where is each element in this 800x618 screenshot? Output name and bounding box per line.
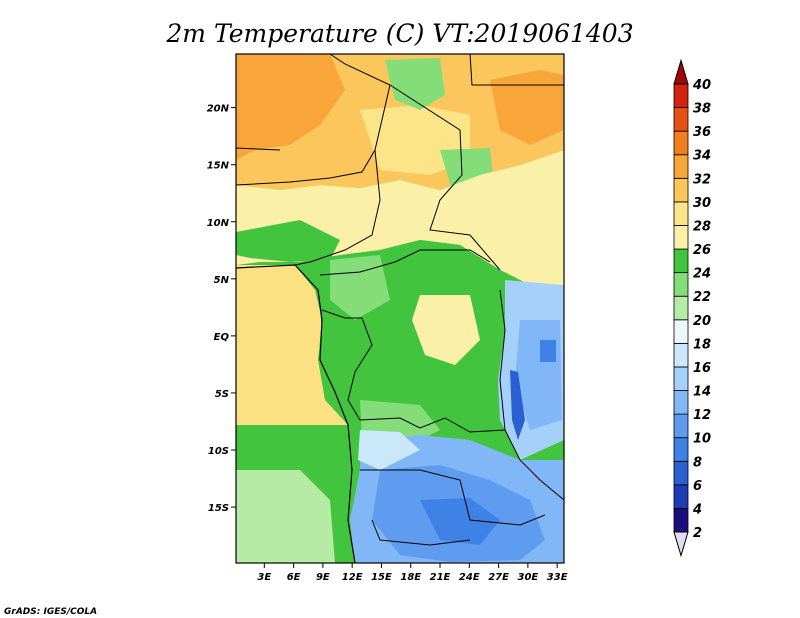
colorbar-max-triangle	[673, 58, 689, 85]
credit-label: GrADS: IGES/COLA	[4, 607, 97, 617]
colorbar-level-label: 24	[693, 267, 711, 282]
colorbar-level-label: 18	[693, 337, 711, 352]
longitude-axis: 3E 6E 9E 12E 15E 18E 21E 24E 27E 30E 33E	[257, 563, 568, 583]
colorbar-level-label: 40	[692, 78, 711, 93]
lon-tick-label: 24E	[459, 572, 480, 583]
region-central-yellow	[412, 295, 480, 365]
colorbar-swatch	[673, 390, 689, 415]
lat-tick-label: 10S	[208, 446, 229, 457]
lake-tanganyika	[510, 370, 525, 440]
colorbar-swatch	[673, 342, 689, 368]
colorbar-level-label: 36	[693, 125, 711, 140]
lon-tick-label: 30E	[518, 572, 539, 583]
lon-tick-label: 27E	[488, 572, 509, 583]
colorbar-swatch	[673, 413, 689, 439]
lon-tick-label: 18E	[400, 572, 421, 583]
colorbar-min-triangle	[673, 531, 689, 558]
lat-tick-label: 15N	[207, 161, 230, 172]
colorbar-level-label: 30	[693, 196, 711, 211]
colorbar-level-label: 34	[693, 149, 711, 164]
region-hot-east	[490, 70, 564, 145]
colorbar-level-label: 6	[693, 479, 702, 494]
colorbar-level-label: 4	[692, 502, 702, 517]
lat-tick-label: 15S	[208, 503, 229, 514]
colorbar-swatch	[673, 201, 689, 226]
colorbar-swatch	[673, 177, 689, 203]
region-south-ocean-light	[236, 470, 335, 563]
lon-tick-label: 21E	[430, 572, 451, 583]
colorbar-swatch	[673, 248, 689, 274]
lat-tick-label: 20N	[207, 104, 230, 115]
colorbar-swatch	[673, 437, 689, 462]
colorbar-swatch	[673, 83, 689, 108]
colorbar-level-label: 16	[693, 361, 711, 376]
temperature-field	[236, 54, 564, 563]
colorbar-swatch	[673, 225, 689, 250]
colorbar-swatch	[673, 154, 689, 179]
map-frame	[235, 53, 565, 564]
region-hot-west	[236, 54, 345, 160]
colorbar-level-label: 28	[693, 219, 711, 234]
lat-tick-label: 5S	[215, 389, 229, 400]
colorbar-level-label: 20	[693, 314, 711, 329]
lon-tick-label: 12E	[342, 572, 363, 583]
region-highland-green-west	[236, 220, 340, 262]
lon-tick-label: 6E	[287, 572, 301, 583]
colorbar-level-label: 8	[693, 455, 702, 470]
lake-victoria	[540, 340, 556, 362]
colorbar-level-label: 22	[693, 290, 711, 305]
colorbar-level-label: 26	[693, 243, 711, 258]
colorbar-level-label: 10	[693, 432, 711, 447]
region-cameroon-light	[330, 255, 390, 320]
lon-tick-label: 9E	[316, 572, 330, 583]
colorbar-swatch	[673, 107, 689, 132]
region-gulf-ocean	[236, 265, 348, 425]
region-tibesti-cool	[385, 58, 445, 110]
colorbar-swatch	[673, 295, 689, 321]
region-southern-cold	[420, 498, 500, 545]
colorbar-level-label: 2	[693, 526, 702, 541]
colorbar-level-label: 32	[693, 172, 711, 187]
colorbar-swatch	[673, 484, 689, 509]
colorbar-level-label: 12	[693, 408, 711, 423]
latitude-axis: 20N 15N 10N 5N EQ 5S 10S 15S	[207, 104, 236, 514]
lon-tick-label: 3E	[257, 572, 271, 583]
colorbar-level-label: 14	[693, 385, 711, 400]
colorbar-swatch	[673, 272, 689, 297]
lon-tick-label: 33E	[547, 572, 568, 583]
colorbar-swatch	[673, 460, 689, 486]
colorbar-swatch	[673, 366, 689, 391]
colorbar-swatch	[673, 508, 689, 533]
region-southern-transition	[358, 430, 420, 470]
lat-tick-label: 10N	[207, 218, 230, 229]
lat-tick-label: EQ	[214, 332, 230, 343]
coastline	[236, 264, 356, 563]
country-borders	[236, 54, 564, 546]
chart-title: 2m Temperature (C) VT:2019061403	[165, 19, 633, 48]
lat-tick-label: 5N	[214, 275, 230, 286]
colorbar-level-label: 38	[693, 102, 711, 117]
colorbar-swatch	[673, 130, 689, 156]
lon-tick-label: 15E	[371, 572, 392, 583]
colorbar-swatch	[673, 319, 689, 344]
